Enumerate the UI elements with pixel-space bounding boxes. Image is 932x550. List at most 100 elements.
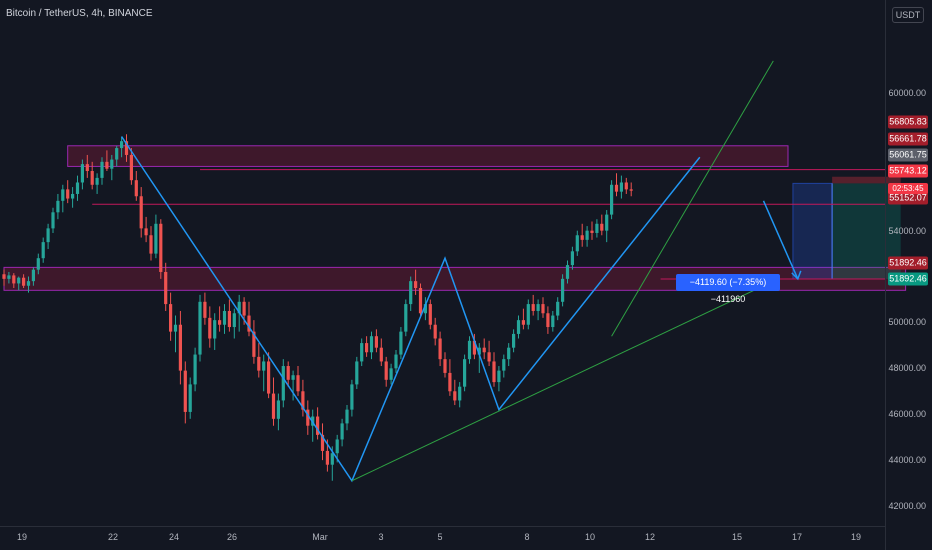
price-axis-divider bbox=[885, 0, 886, 550]
candle-body bbox=[521, 320, 525, 325]
candle-body bbox=[267, 361, 271, 394]
bar-countdown: 02:53:45 bbox=[888, 183, 928, 194]
candle-body bbox=[66, 189, 70, 199]
time-tick-label: 19 bbox=[850, 532, 862, 542]
candle-body bbox=[423, 304, 427, 314]
candle-body bbox=[144, 228, 148, 236]
position-stop-box bbox=[832, 176, 901, 184]
candle-body bbox=[188, 384, 192, 412]
candle-body bbox=[218, 320, 222, 325]
candle-body bbox=[110, 159, 114, 169]
time-tick-label: 19 bbox=[16, 532, 28, 542]
candle-body bbox=[570, 251, 574, 266]
candle-body bbox=[492, 361, 496, 383]
candle-body bbox=[193, 354, 197, 385]
measure-label[interactable]: −4119.60 (−7.35%) −411960 bbox=[676, 274, 780, 304]
candle-body bbox=[51, 212, 55, 229]
candle-body bbox=[350, 384, 354, 410]
candle-body bbox=[580, 235, 584, 240]
candle-body bbox=[556, 301, 560, 316]
price-tick-label: 42000.00 bbox=[888, 501, 926, 511]
candle-body bbox=[134, 180, 138, 197]
candle-body bbox=[17, 277, 21, 284]
candle-body bbox=[394, 354, 398, 369]
candle-body bbox=[541, 304, 545, 314]
price-tick-label: 60000.00 bbox=[888, 88, 926, 98]
candle-body bbox=[600, 223, 604, 231]
candle-body bbox=[306, 409, 310, 426]
candle-body bbox=[242, 301, 246, 316]
candle-body bbox=[433, 324, 437, 339]
candle-body bbox=[610, 184, 614, 215]
candle-body bbox=[173, 324, 178, 332]
candle-body bbox=[56, 200, 60, 213]
candle-body bbox=[605, 214, 609, 231]
candle-body bbox=[213, 320, 217, 339]
candle-body bbox=[512, 333, 516, 348]
candle-body bbox=[345, 409, 349, 424]
candle-body bbox=[129, 154, 133, 181]
price-tick-label: 48000.00 bbox=[888, 363, 926, 374]
time-tick-label: Mar bbox=[312, 532, 328, 542]
time-tick-label: 8 bbox=[524, 532, 530, 542]
price-tick-label: 54000.00 bbox=[888, 225, 926, 236]
candle-body bbox=[301, 391, 305, 410]
candle-body bbox=[7, 275, 11, 279]
candle-body bbox=[418, 288, 423, 314]
candle-body bbox=[237, 301, 241, 314]
candle-body bbox=[222, 310, 227, 325]
candle-body bbox=[149, 235, 153, 254]
candle-body bbox=[360, 343, 364, 362]
candle-body bbox=[61, 189, 65, 201]
candle-body bbox=[46, 228, 50, 243]
candle-body bbox=[379, 347, 383, 362]
candle-body bbox=[71, 193, 75, 199]
trendline-1 bbox=[351, 280, 774, 482]
candle-body bbox=[169, 304, 173, 332]
time-tick-label: 24 bbox=[168, 532, 180, 542]
candle-body bbox=[26, 281, 31, 286]
candle-body bbox=[526, 304, 530, 325]
currency-button[interactable]: USDT bbox=[892, 7, 924, 23]
candle-body bbox=[281, 366, 285, 401]
candle-body bbox=[536, 304, 540, 311]
candle-body bbox=[291, 375, 295, 380]
candle-body bbox=[36, 258, 40, 270]
candle-body bbox=[497, 370, 501, 383]
candle-body bbox=[507, 347, 511, 360]
time-tick-label: 15 bbox=[731, 532, 743, 542]
candle-body bbox=[482, 347, 486, 353]
candle-body bbox=[428, 304, 432, 325]
candle-body bbox=[477, 347, 481, 355]
position-target-box bbox=[792, 182, 833, 280]
candle-body bbox=[271, 393, 276, 419]
price-tag: 51892.46 bbox=[888, 256, 928, 270]
chart-title: Bitcoin / TetherUS, 4h, BINANCE bbox=[6, 8, 153, 19]
candle-body bbox=[546, 313, 550, 328]
candle-body bbox=[399, 331, 403, 355]
candle-body bbox=[458, 386, 462, 401]
time-tick-label: 12 bbox=[644, 532, 656, 542]
candle-body bbox=[286, 366, 290, 380]
projection-arrowhead bbox=[791, 270, 802, 281]
candle-body bbox=[374, 336, 378, 348]
candle-body bbox=[232, 313, 236, 328]
candle-body bbox=[85, 164, 89, 172]
candle-body bbox=[320, 434, 325, 451]
candle-body bbox=[208, 317, 212, 339]
price-tag: 55152.07 bbox=[888, 191, 928, 205]
candle-body bbox=[164, 271, 168, 305]
candle-body bbox=[139, 196, 143, 229]
candle-body bbox=[154, 223, 158, 254]
candle-body bbox=[198, 301, 202, 355]
candle-body bbox=[2, 274, 6, 279]
price-tag: 56805.83 bbox=[888, 115, 928, 129]
candle-body bbox=[120, 141, 124, 149]
time-tick-label: 10 bbox=[584, 532, 596, 542]
price-tick-label: 46000.00 bbox=[888, 409, 926, 420]
price-tag: 56061.75 bbox=[888, 148, 928, 162]
candle-body bbox=[335, 439, 339, 454]
price-tick-label: 44000.00 bbox=[888, 455, 926, 466]
